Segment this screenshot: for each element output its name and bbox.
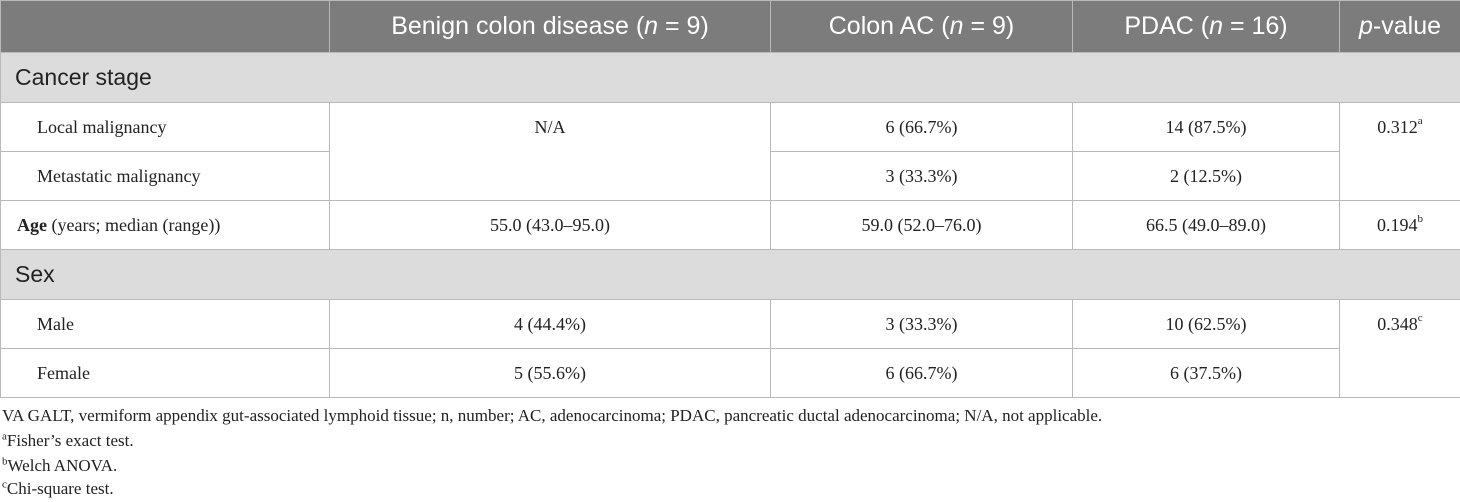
cell-pdac-age: 66.5 (49.0–89.0) <box>1072 200 1340 250</box>
header-p-value: p-value <box>1339 0 1460 53</box>
cell-p-value-stage: 0.312a <box>1339 102 1460 201</box>
row-label-age: Age (years; median (range)) <box>0 200 330 250</box>
header-colon-ac: Colon AC (n = 9) <box>770 0 1073 53</box>
header-empty-cell <box>0 0 330 53</box>
table-row-female: Female 5 (55.6%) 6 (66.7%) 6 (37.5%) <box>0 348 1460 398</box>
cell-colon-age: 59.0 (52.0–76.0) <box>770 200 1073 250</box>
table-row-metastatic-malignancy: Metastatic malignancy 3 (33.3%) 2 (12.5%… <box>0 151 1460 201</box>
cell-pdac-metastatic: 2 (12.5%) <box>1072 151 1340 201</box>
footnote-a: aFisher’s exact test. <box>2 430 134 450</box>
section-label-cancer-stage: Cancer stage <box>0 52 1460 103</box>
cell-colon-local: 6 (66.7%) <box>770 102 1073 152</box>
table-header-row: Benign colon disease (n = 9) Colon AC (n… <box>0 0 1460 53</box>
cell-pdac-female: 6 (37.5%) <box>1072 348 1340 398</box>
cell-pdac-male: 10 (62.5%) <box>1072 299 1340 349</box>
cell-benign-female: 5 (55.6%) <box>329 348 771 398</box>
cell-colon-metastatic: 3 (33.3%) <box>770 151 1073 201</box>
cell-pdac-local: 14 (87.5%) <box>1072 102 1340 152</box>
header-pdac: PDAC (n = 16) <box>1072 0 1340 53</box>
table-row-male: Male 4 (44.4%) 3 (33.3%) 10 (62.5%) 0.34… <box>0 299 1460 398</box>
footnote-c: cChi-square test. <box>2 478 114 498</box>
row-label-male: Male <box>0 299 330 349</box>
section-label-sex: Sex <box>0 249 1460 300</box>
cell-benign-age: 55.0 (43.0–95.0) <box>329 200 771 250</box>
demographics-table: Benign colon disease (n = 9) Colon AC (n… <box>0 0 1460 398</box>
section-row-sex: Sex <box>0 249 1460 300</box>
cell-benign-male: 4 (44.4%) <box>329 299 771 349</box>
header-benign-colon-disease: Benign colon disease (n = 9) <box>329 0 771 53</box>
table-row-local-malignancy: Local malignancy N/A 6 (66.7%) 14 (87.5%… <box>0 102 1460 201</box>
table-row-age: Age (years; median (range)) 55.0 (43.0–9… <box>0 200 1460 250</box>
row-label-female: Female <box>0 348 330 398</box>
row-label-local-malignancy: Local malignancy <box>0 102 330 152</box>
footnote-b: bWelch ANOVA. <box>2 455 118 475</box>
cell-colon-male: 3 (33.3%) <box>770 299 1073 349</box>
section-row-cancer-stage: Cancer stage <box>0 52 1460 103</box>
row-label-metastatic-malignancy: Metastatic malignancy <box>0 151 330 201</box>
cell-p-value-age: 0.194b <box>1339 200 1460 250</box>
cell-benign-na: N/A <box>329 102 771 201</box>
footnote-abbreviations: VA GALT, vermiform appendix gut-associat… <box>2 406 1103 425</box>
cell-colon-female: 6 (66.7%) <box>770 348 1073 398</box>
cell-p-value-sex: 0.348c <box>1339 299 1460 398</box>
